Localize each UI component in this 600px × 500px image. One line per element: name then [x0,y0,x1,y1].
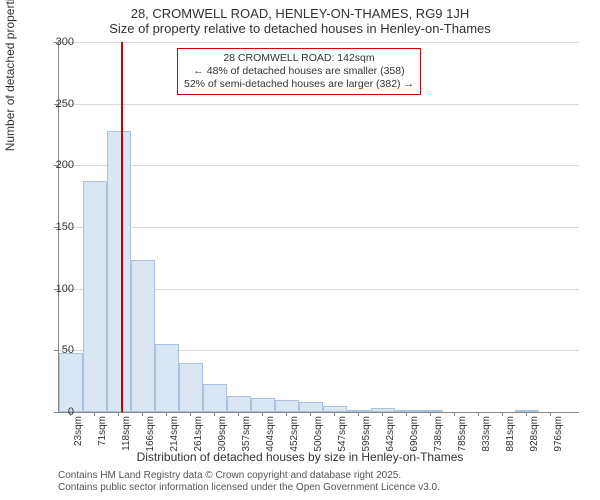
histogram-bar [395,410,419,412]
x-tick-label: 547sqm [337,416,348,456]
grid-line [59,227,579,228]
x-tick-label: 690sqm [409,416,420,456]
x-tick-label: 738sqm [433,416,444,456]
histogram-bar [299,402,323,412]
x-tick-mark [166,412,167,416]
x-tick-mark [430,412,431,416]
x-tick-label: 595sqm [361,416,372,456]
histogram-bar [371,408,395,412]
x-tick-label: 976sqm [553,416,564,456]
x-tick-label: 71sqm [97,416,108,456]
histogram-bar [227,396,251,412]
annotation-box: 28 CROMWELL ROAD: 142sqm← 48% of detache… [177,48,421,95]
x-tick-mark [94,412,95,416]
y-tick-mark [54,350,58,351]
y-tick-label: 50 [44,344,74,356]
chart-footer: Contains HM Land Registry data © Crown c… [58,470,440,494]
x-tick-mark [334,412,335,416]
x-tick-label: 642sqm [385,416,396,456]
x-tick-label: 833sqm [481,416,492,456]
histogram-bar [515,410,539,412]
x-tick-label: 500sqm [313,416,324,456]
x-tick-mark [382,412,383,416]
plot-area: 28 CROMWELL ROAD: 142sqm← 48% of detache… [58,42,579,413]
x-tick-label: 785sqm [457,416,468,456]
x-tick-mark [286,412,287,416]
histogram-bar [251,398,275,412]
x-tick-mark [70,412,71,416]
y-tick-mark [54,227,58,228]
y-tick-mark [54,165,58,166]
y-tick-label: 150 [44,221,74,233]
x-tick-mark [238,412,239,416]
x-tick-mark [406,412,407,416]
footer-line: Contains public sector information licen… [58,482,440,494]
x-tick-label: 404sqm [265,416,276,456]
x-tick-mark [214,412,215,416]
x-tick-mark [526,412,527,416]
x-tick-mark [358,412,359,416]
x-tick-label: 309sqm [217,416,228,456]
histogram-bar [203,384,227,412]
x-tick-mark [478,412,479,416]
x-tick-label: 881sqm [505,416,516,456]
chart-title-sub: Size of property relative to detached ho… [0,21,600,40]
annotation-line: 52% of semi-detached houses are larger (… [184,78,414,91]
histogram-bar [59,353,83,412]
histogram-bar [83,181,107,412]
x-tick-mark [262,412,263,416]
y-tick-mark [54,412,58,413]
y-axis-label: Number of detached properties [3,0,17,151]
histogram-bar [347,410,371,412]
y-tick-mark [54,104,58,105]
histogram-bar [323,406,347,412]
histogram-bar [155,344,179,412]
x-tick-mark [190,412,191,416]
annotation-line: 28 CROMWELL ROAD: 142sqm [184,52,414,65]
histogram-bar [275,400,299,412]
y-tick-label: 200 [44,159,74,171]
histogram-bar [107,131,131,412]
grid-line [59,165,579,166]
x-tick-label: 452sqm [289,416,300,456]
footer-line: Contains HM Land Registry data © Crown c… [58,470,440,482]
histogram-bar [419,410,443,412]
x-tick-mark [454,412,455,416]
grid-line [59,42,579,43]
x-tick-mark [142,412,143,416]
x-tick-mark [310,412,311,416]
histogram-bar [179,363,203,412]
histogram-bar [131,260,155,412]
x-tick-label: 166sqm [145,416,156,456]
x-tick-label: 23sqm [73,416,84,456]
x-tick-label: 214sqm [169,416,180,456]
y-tick-label: 300 [44,36,74,48]
y-tick-label: 250 [44,98,74,110]
x-tick-label: 118sqm [121,416,132,456]
y-tick-mark [54,289,58,290]
x-tick-label: 357sqm [241,416,252,456]
chart-title-main: 28, CROMWELL ROAD, HENLEY-ON-THAMES, RG9… [0,0,600,21]
y-tick-mark [54,42,58,43]
reference-line [121,42,123,412]
annotation-line: ← 48% of detached houses are smaller (35… [184,65,414,78]
x-tick-mark [502,412,503,416]
x-tick-mark [550,412,551,416]
y-tick-label: 100 [44,283,74,295]
x-tick-mark [118,412,119,416]
x-tick-label: 928sqm [529,416,540,456]
grid-line [59,104,579,105]
x-tick-label: 261sqm [193,416,204,456]
